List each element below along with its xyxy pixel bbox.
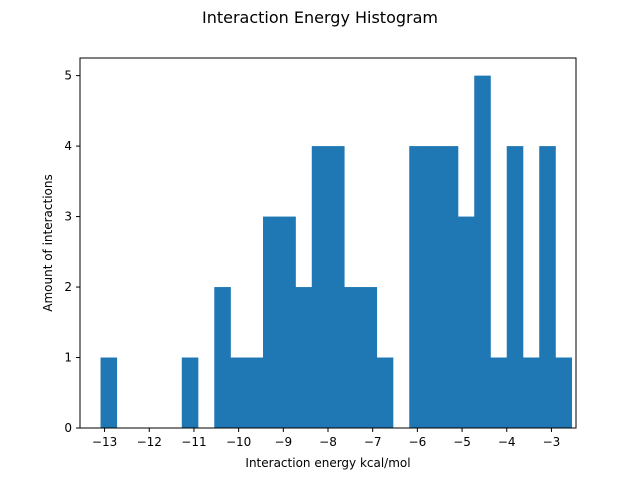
x-axis: −13 −12 −11 −10 −9 −8 −7 −6 −5 −4 −3 xyxy=(92,428,560,449)
y-tick-label: 0 xyxy=(64,421,72,435)
histogram-bar xyxy=(522,357,540,428)
y-tick-label: 4 xyxy=(64,139,72,153)
y-tick-label: 2 xyxy=(64,280,72,294)
y-axis-label: Amount of interactions xyxy=(41,174,55,312)
y-tick-label: 1 xyxy=(64,351,72,365)
histogram-bar xyxy=(474,75,491,429)
histogram-bar xyxy=(490,357,508,428)
chart-title: Interaction Energy Histogram xyxy=(202,8,438,27)
x-tick-label: −11 xyxy=(181,435,206,449)
histogram-bar xyxy=(539,146,556,428)
histogram-bar xyxy=(376,357,394,428)
histogram-bar xyxy=(100,357,118,428)
histogram-bar xyxy=(295,287,313,428)
histogram-bar xyxy=(344,287,361,428)
histogram-bar xyxy=(214,287,231,428)
x-tick-label: −12 xyxy=(137,435,162,449)
x-axis-label: Interaction energy kcal/mol xyxy=(245,456,410,470)
x-tick-label: −3 xyxy=(543,435,561,449)
x-tick-label: −9 xyxy=(274,435,292,449)
x-tick-label: −10 xyxy=(226,435,251,449)
histogram-bar xyxy=(279,216,296,428)
histogram-bar xyxy=(425,146,443,428)
bars-group xyxy=(100,75,573,429)
y-axis: 0 1 2 3 4 5 xyxy=(64,69,80,435)
histogram-bar xyxy=(263,216,280,428)
x-tick-label: −5 xyxy=(453,435,471,449)
x-tick-label: −6 xyxy=(409,435,427,449)
x-tick-label: −4 xyxy=(498,435,516,449)
histogram-bar xyxy=(360,287,378,428)
y-tick-label: 5 xyxy=(64,69,72,83)
histogram-bar xyxy=(555,357,573,428)
histogram-bar xyxy=(458,216,475,428)
histogram-bar xyxy=(441,146,459,428)
x-tick-label: −8 xyxy=(319,435,337,449)
histogram-bar xyxy=(328,146,345,428)
histogram-bar xyxy=(246,357,264,428)
histogram-bar xyxy=(311,146,329,428)
histogram-bar xyxy=(230,357,248,428)
histogram-bar xyxy=(181,357,199,428)
y-tick-label: 3 xyxy=(64,210,72,224)
x-tick-label: −7 xyxy=(364,435,382,449)
histogram-bar xyxy=(506,146,524,428)
histogram-bar xyxy=(409,146,426,428)
x-tick-label: −13 xyxy=(92,435,117,449)
